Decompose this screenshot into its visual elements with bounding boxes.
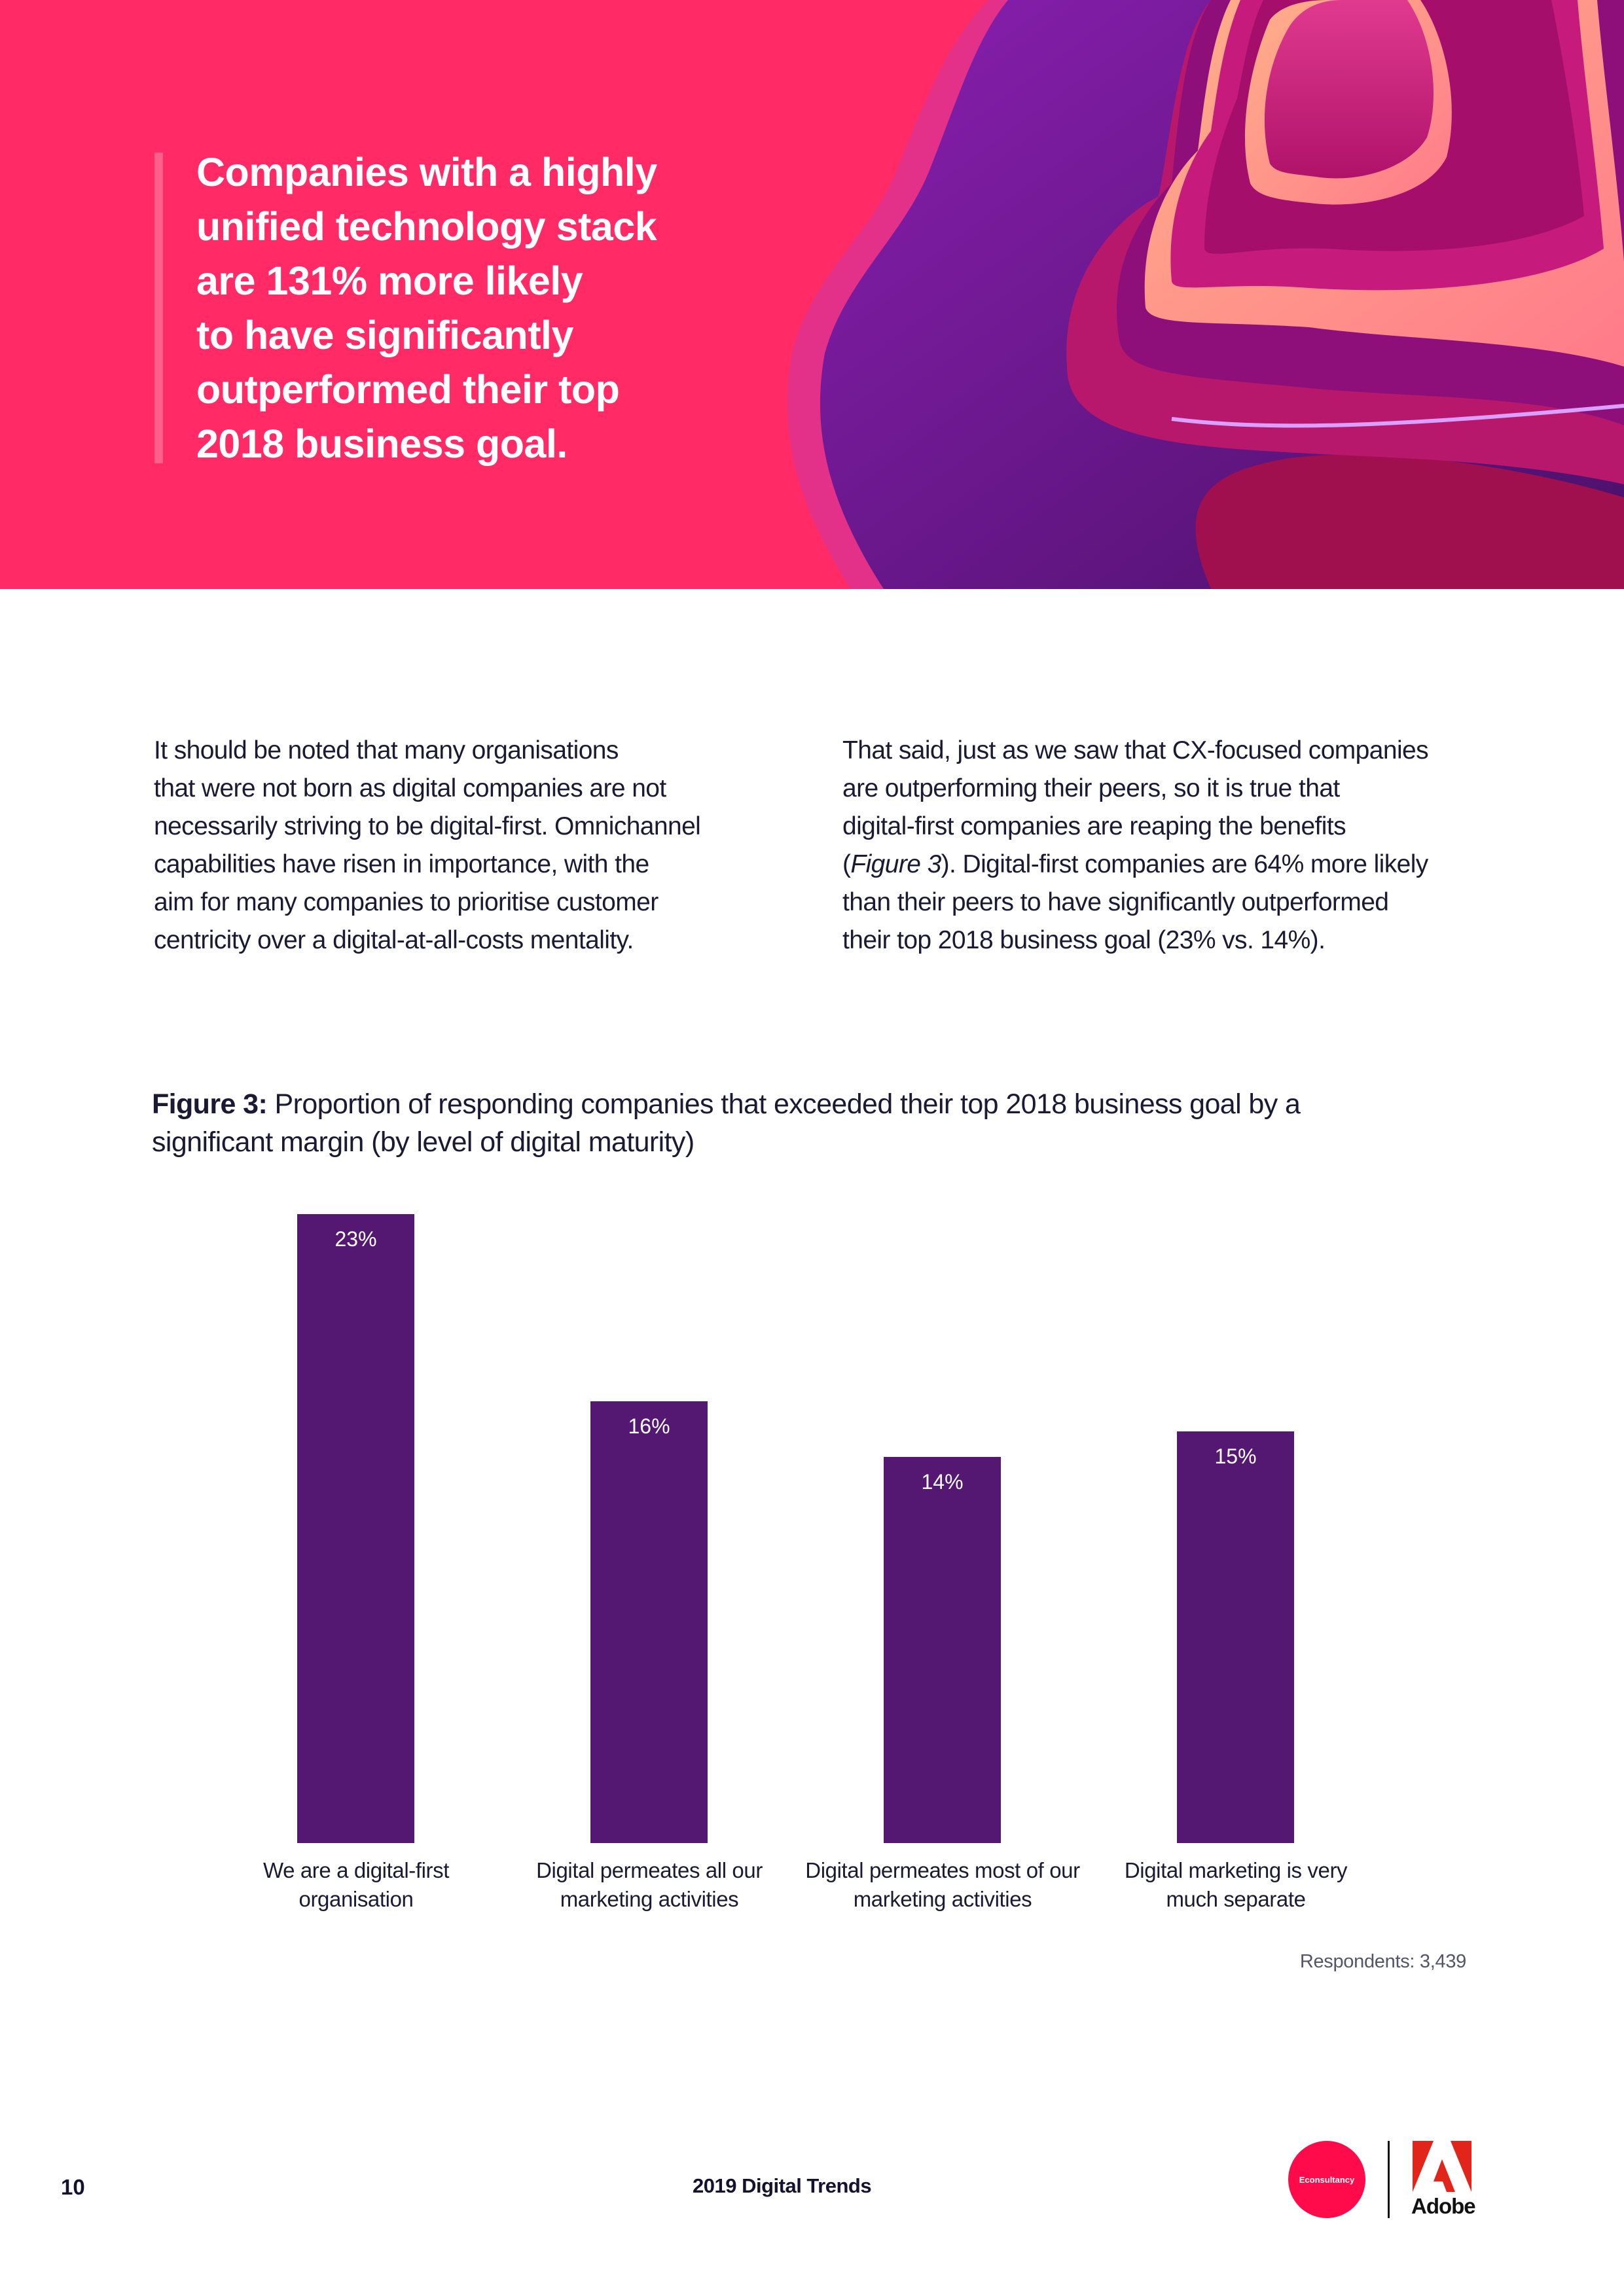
- quote-line: 2018 business goal.: [196, 422, 568, 466]
- bar-value-label: 14%: [921, 1470, 964, 1494]
- category-label-line: We are a digital-first: [262, 1858, 450, 1882]
- category-label-line: Digital permeates most of our: [805, 1858, 1080, 1882]
- footer-title: 2019 Digital Trends: [693, 2174, 872, 2197]
- adobe-logo-icon: [1413, 2141, 1471, 2192]
- econsultancy-logo-text: Econsultancy: [1299, 2174, 1355, 2185]
- respondents-note: Respondents: 3,439: [1299, 1951, 1466, 1972]
- hero-banner: Companies with a highly unified technolo…: [0, 0, 1624, 589]
- body-line: are outperforming their peers, so it is …: [842, 774, 1340, 802]
- body-column-left: It should be noted that many organisatio…: [154, 732, 756, 960]
- figure-label: Figure 3:: [152, 1088, 268, 1120]
- adobe-logo-text: Adobe: [1411, 2194, 1476, 2218]
- figure-title: Figure 3: Proportion of responding compa…: [152, 1085, 1474, 1161]
- body-column-right: That said, just as we saw that CX-focuse…: [842, 732, 1445, 960]
- figure-reference: Figure 3: [850, 850, 941, 878]
- body-line: digital-first companies are reaping the …: [842, 812, 1346, 840]
- body-line: aim for many companies to prioritise cus…: [154, 888, 659, 916]
- body-line: (Figure 3). Digital-first companies are …: [842, 846, 1445, 884]
- category-label: We are a digital-first organisation: [206, 1856, 507, 1914]
- body-line: their top 2018 business goal (23% vs. 14…: [842, 926, 1326, 954]
- category-label-line: Digital permeates all our: [536, 1858, 763, 1882]
- body-line: necessarily striving to be digital-first…: [154, 812, 701, 840]
- bar-value-label: 23%: [334, 1227, 377, 1251]
- body-line: than their peers to have significantly o…: [842, 888, 1389, 916]
- body-line: That said, just as we saw that CX-focuse…: [842, 736, 1429, 764]
- figure-title-line: Figure 3: Proportion of responding compa…: [152, 1085, 1474, 1123]
- quote-line: unified technology stack: [196, 204, 657, 249]
- figure-title-text: Proportion of responding companies that …: [267, 1088, 1301, 1120]
- category-label: Digital permeates most of our marketing …: [792, 1856, 1093, 1914]
- page-number: 10: [61, 2175, 85, 2199]
- figure-title-line: significant margin (by level of digital …: [152, 1126, 695, 1158]
- quote-line: are 131% more likely: [196, 259, 583, 303]
- quote-accent-bar: [154, 152, 163, 463]
- category-label-line: marketing activities: [560, 1887, 739, 1911]
- bar-very-separate: 15%: [1177, 1431, 1294, 1843]
- bar-value-label: 15%: [1214, 1444, 1257, 1468]
- category-label-line: much separate: [1166, 1887, 1306, 1911]
- pull-quote: Companies with a highly unified technolo…: [196, 145, 733, 471]
- body-line: It should be noted that many organisatio…: [154, 736, 619, 764]
- bar-permeates-all: 16%: [590, 1401, 708, 1843]
- category-label-line: Digital marketing is very: [1124, 1858, 1348, 1882]
- paren-open: (: [842, 850, 851, 878]
- bar-digital-first: 23%: [297, 1214, 414, 1843]
- quote-line: Companies with a highly: [196, 150, 657, 194]
- category-label: Digital marketing is very much separate: [1085, 1856, 1386, 1914]
- quote-line: outperformed their top: [196, 367, 620, 412]
- category-label-line: organisation: [298, 1887, 414, 1911]
- econsultancy-logo: Econsultancy: [1288, 2141, 1365, 2218]
- category-label: Digital permeates all our marketing acti…: [499, 1856, 800, 1914]
- body-line: that were not born as digital companies …: [154, 774, 666, 802]
- quote-line: to have significantly: [196, 313, 573, 357]
- logo-divider: [1388, 2141, 1390, 2218]
- abstract-artwork: [787, 0, 1624, 589]
- category-label-line: marketing activities: [853, 1887, 1032, 1911]
- bar-permeates-most: 14%: [884, 1457, 1001, 1843]
- body-line-rest: ). Digital-first companies are 64% more …: [941, 850, 1429, 878]
- body-line: centricity over a digital-at-all-costs m…: [154, 926, 634, 954]
- body-line: capabilities have risen in importance, w…: [154, 850, 649, 878]
- bar-value-label: 16%: [628, 1414, 670, 1438]
